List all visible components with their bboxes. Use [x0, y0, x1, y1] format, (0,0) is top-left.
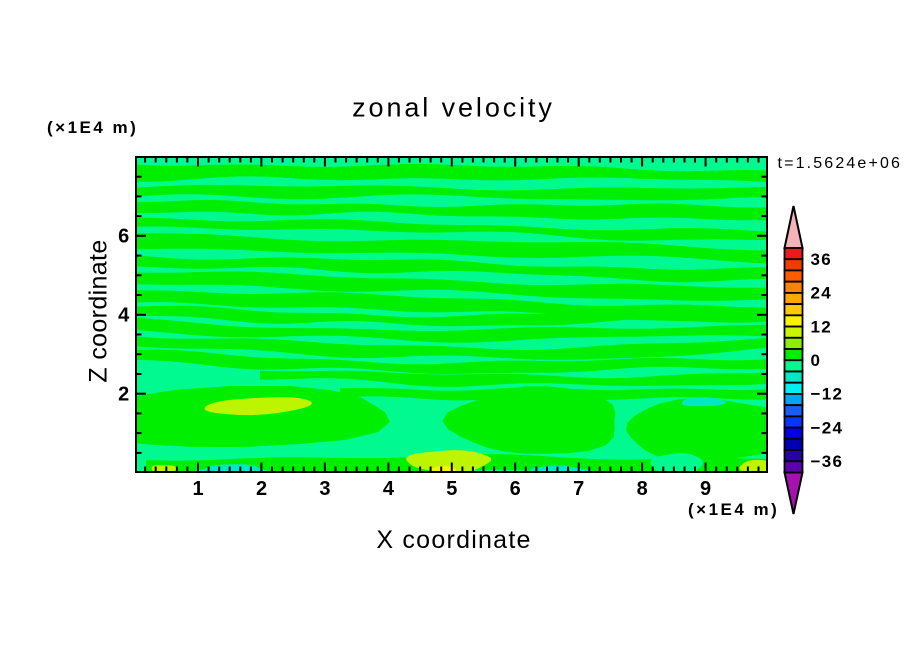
- svg-text:24: 24: [811, 284, 833, 303]
- svg-text:−36: −36: [811, 452, 844, 471]
- svg-text:6: 6: [510, 478, 521, 500]
- svg-text:5: 5: [446, 478, 457, 500]
- svg-text:0: 0: [811, 351, 822, 370]
- svg-text:t=1.5624e+06: t=1.5624e+06: [778, 155, 903, 172]
- svg-text:4: 4: [383, 478, 395, 500]
- svg-text:36: 36: [811, 250, 833, 269]
- svg-text:(×1E4 m): (×1E4 m): [688, 500, 779, 519]
- svg-text:8: 8: [637, 478, 648, 500]
- svg-text:X coordinate: X coordinate: [376, 526, 531, 554]
- svg-text:1: 1: [192, 478, 203, 500]
- svg-text:3: 3: [319, 478, 330, 500]
- svg-text:−12: −12: [811, 385, 844, 404]
- svg-text:6: 6: [118, 226, 129, 248]
- svg-text:12: 12: [811, 317, 833, 336]
- svg-text:Z coordinate: Z coordinate: [85, 239, 113, 382]
- svg-text:7: 7: [573, 478, 584, 500]
- svg-text:−24: −24: [811, 418, 844, 437]
- svg-text:4: 4: [118, 305, 130, 327]
- svg-text:9: 9: [700, 478, 711, 500]
- svg-text:zonal velocity: zonal velocity: [352, 93, 555, 123]
- svg-text:(×1E4 m): (×1E4 m): [47, 118, 138, 137]
- svg-text:2: 2: [256, 478, 267, 500]
- svg-text:2: 2: [118, 384, 129, 406]
